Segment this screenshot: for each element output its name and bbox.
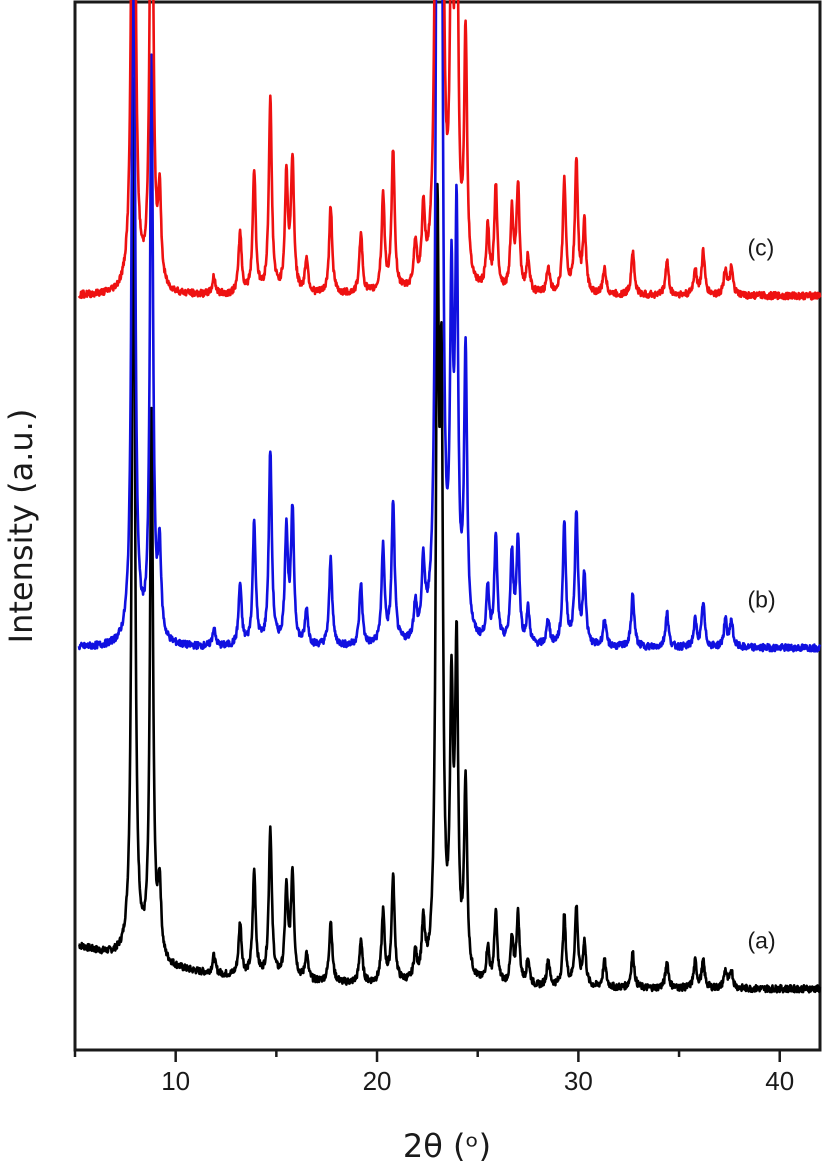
x-tick-label-20: 20 bbox=[363, 1066, 392, 1096]
x-axis-ticks: 10 20 30 40 bbox=[73, 1050, 794, 1096]
series-label-c: (c) bbox=[748, 235, 775, 261]
x-axis-title: 2θ (ᵒ) bbox=[403, 1127, 491, 1165]
series-line-c bbox=[77, 0, 822, 301]
x-tick-label-40: 40 bbox=[765, 1066, 794, 1096]
x-tick-label-30: 30 bbox=[564, 1066, 593, 1096]
series-label-a: (a) bbox=[748, 928, 776, 954]
series-line-a bbox=[78, 77, 822, 994]
plot-frame bbox=[73, 0, 822, 1052]
x-tick-label-10: 10 bbox=[161, 1066, 190, 1096]
series-labels: (a) (b) (c) bbox=[748, 235, 776, 954]
y-axis-title: Intensity (a.u.) bbox=[2, 409, 40, 644]
series-label-b: (b) bbox=[748, 587, 776, 613]
series-layer bbox=[77, 0, 822, 994]
series-line-b bbox=[77, 0, 822, 653]
